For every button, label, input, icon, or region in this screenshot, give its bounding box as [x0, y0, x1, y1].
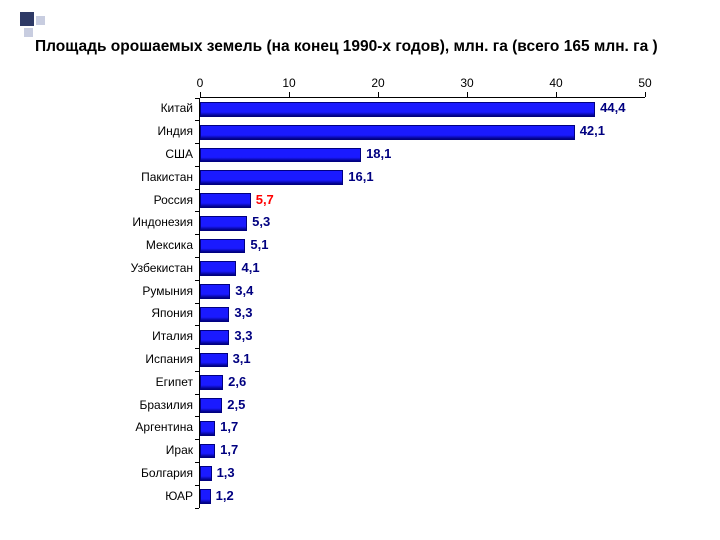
x-tick [200, 92, 201, 97]
bar [200, 284, 230, 299]
y-tick [195, 485, 199, 486]
bar [200, 261, 236, 276]
bar [200, 375, 223, 390]
decoration-square-dark [20, 12, 34, 26]
category-label: Китай [161, 101, 193, 115]
bar [200, 102, 595, 117]
y-tick [195, 120, 199, 121]
bar [200, 307, 229, 322]
chart-title: Площадь орошаемых земель (на конец 1990-… [35, 38, 658, 56]
bar [200, 398, 222, 413]
x-tick-label: 10 [282, 76, 295, 90]
category-label: Египет [156, 375, 193, 389]
category-label: Узбекистан [131, 261, 193, 275]
y-tick [195, 325, 199, 326]
category-label: Япония [151, 306, 193, 320]
category-label: Италия [152, 329, 193, 343]
category-label: Румыния [142, 284, 193, 298]
y-tick [195, 371, 199, 372]
bar [200, 489, 211, 504]
value-label: 42,1 [580, 123, 605, 138]
value-label: 5,1 [250, 237, 268, 252]
value-label: 3,3 [234, 328, 252, 343]
y-tick [195, 189, 199, 190]
y-tick [195, 98, 199, 99]
x-tick-label: 40 [549, 76, 562, 90]
y-tick [195, 303, 199, 304]
y-tick [195, 394, 199, 395]
bar [200, 421, 215, 436]
y-tick [195, 280, 199, 281]
value-label: 1,3 [217, 465, 235, 480]
value-label: 1,2 [216, 488, 234, 503]
y-tick [195, 348, 199, 349]
y-tick [195, 416, 199, 417]
bar [200, 466, 212, 481]
category-label: Индия [158, 124, 193, 138]
y-tick [195, 257, 199, 258]
x-tick [467, 92, 468, 97]
bar-chart: 0 10 20 30 40 50 Китай 44,4 Индия 42,1 США 18,1 Паки… [120, 70, 660, 515]
category-label: Бразилия [140, 398, 194, 412]
value-label: 1,7 [220, 419, 238, 434]
x-tick-label: 50 [638, 76, 651, 90]
x-axis [200, 97, 645, 98]
value-label: 3,3 [234, 305, 252, 320]
value-label: 2,5 [227, 397, 245, 412]
category-label: Ирак [166, 443, 193, 457]
value-label: 3,1 [233, 351, 251, 366]
y-tick [195, 211, 199, 212]
decoration-square-light-1 [36, 16, 45, 25]
decoration-square-light-2 [24, 28, 33, 37]
y-tick [195, 439, 199, 440]
value-label: 18,1 [366, 146, 391, 161]
category-label: Индонезия [132, 215, 193, 229]
bar [200, 353, 228, 368]
x-tick-label: 30 [460, 76, 473, 90]
y-tick [195, 234, 199, 235]
category-label: Мексика [146, 238, 193, 252]
x-tick [289, 92, 290, 97]
bar [200, 239, 245, 254]
bar [200, 444, 215, 459]
bar [200, 330, 229, 345]
value-label: 2,6 [228, 374, 246, 389]
value-label: 44,4 [600, 100, 625, 115]
bar [200, 193, 251, 208]
y-tick [195, 462, 199, 463]
x-tick-label: 0 [197, 76, 204, 90]
value-label: 1,7 [220, 442, 238, 457]
plot-area: 01020304050Китай44,4Индия42,1США18,1Паки… [200, 98, 645, 508]
category-label: США [165, 147, 193, 161]
category-label: Пакистан [141, 170, 193, 184]
x-tick [378, 92, 379, 97]
bar [200, 125, 575, 140]
value-label: 5,3 [252, 214, 270, 229]
y-tick [195, 508, 199, 509]
category-label: ЮАР [165, 489, 193, 503]
category-label: Болгария [141, 466, 193, 480]
x-tick [645, 92, 646, 97]
x-tick-label: 20 [371, 76, 384, 90]
y-tick [195, 166, 199, 167]
category-label: Аргентина [135, 420, 193, 434]
value-label: 16,1 [348, 169, 373, 184]
value-label: 3,4 [235, 283, 253, 298]
x-tick [556, 92, 557, 97]
category-label: Россия [154, 193, 193, 207]
value-label: 4,1 [241, 260, 259, 275]
category-label: Испания [145, 352, 193, 366]
bar [200, 216, 247, 231]
value-label: 5,7 [256, 192, 274, 207]
bar [200, 148, 361, 163]
y-tick [195, 143, 199, 144]
bar [200, 170, 343, 185]
